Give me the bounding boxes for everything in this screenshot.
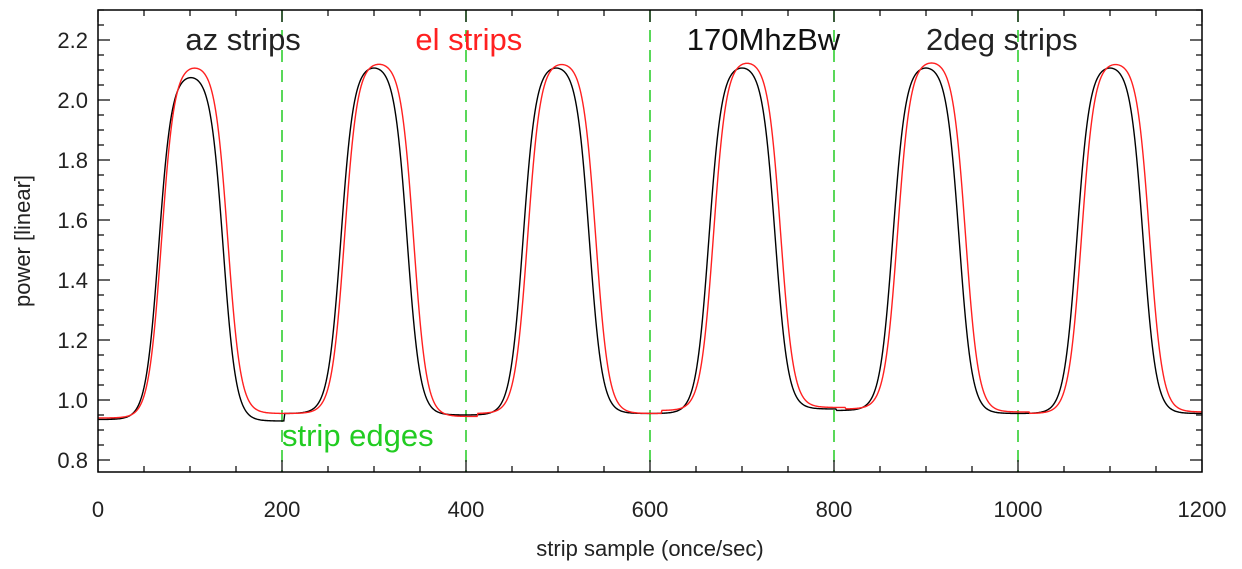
series-line (98, 62, 1203, 419)
chart-annotation: strip edges (282, 418, 434, 453)
x-axis-ticks: 0 200 400 600 800 1000 1200 (92, 10, 1227, 522)
y-axis-title: power [linear] (10, 175, 35, 307)
y-tick-label: 2.0 (57, 88, 88, 113)
chart-annotation: el strips (415, 22, 522, 57)
y-tick-label: 0.8 (57, 448, 88, 473)
y-tick-label: 1.4 (57, 268, 88, 293)
chart-annotation: 2deg strips (926, 22, 1078, 57)
y-tick-label: 1.0 (57, 388, 88, 413)
y-tick-label: 1.8 (57, 148, 88, 173)
x-tick-label: 400 (448, 497, 485, 522)
chart-annotation: 170MhzBw (687, 22, 841, 57)
x-tick-label: 600 (632, 497, 669, 522)
x-axis-title: strip sample (once/sec) (536, 536, 763, 561)
y-tick-label: 2.2 (57, 28, 88, 53)
y-axis-ticks: 0.8 1.0 1.2 1.4 1.6 1.8 2.0 2.2 (57, 9, 1202, 473)
red-series (98, 62, 1203, 419)
x-tick-label: 200 (264, 497, 301, 522)
x-tick-label: 0 (92, 497, 104, 522)
annotations: az strips el strips 170MhzBw 2deg strips str… (185, 22, 1077, 453)
x-tick-label: 800 (816, 497, 853, 522)
strip-edge-lines (281, 10, 1019, 472)
y-tick-label: 1.2 (57, 328, 88, 353)
x-tick-label: 1200 (1178, 497, 1227, 522)
x-tick-label: 1000 (994, 497, 1043, 522)
chart-annotation: az strips (185, 22, 300, 57)
y-tick-label: 1.6 (57, 208, 88, 233)
